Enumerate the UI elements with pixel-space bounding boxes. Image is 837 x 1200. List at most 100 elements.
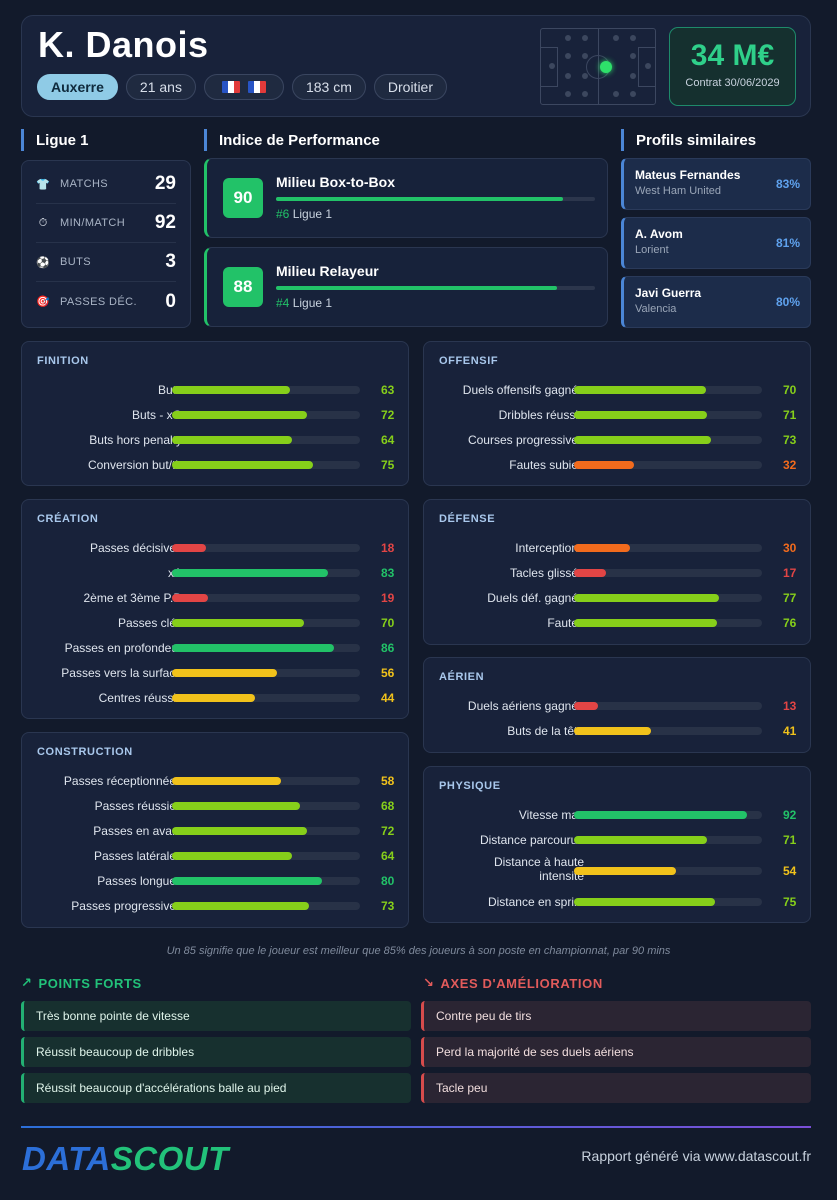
- stat-row: Buts 63: [22, 380, 408, 400]
- club-chip[interactable]: Auxerre: [37, 74, 118, 100]
- stat-label: Buts - xG: [131, 408, 182, 422]
- stat-row: Buts - xG 72: [22, 405, 408, 425]
- stat-value: 92: [783, 808, 797, 822]
- stat-bar: [574, 727, 762, 735]
- player-name: K. Danois: [38, 24, 209, 65]
- stat-label: Buts hors penalty: [89, 433, 182, 447]
- stat-label: Passes vers la surface: [61, 666, 182, 680]
- stat-value: 71: [783, 408, 797, 422]
- stat-value: 64: [381, 433, 395, 447]
- stat-row: Distance à haute intensité 54: [424, 855, 810, 883]
- card-title: OFFENSIF: [439, 355, 499, 367]
- stat-label: Passes progressives: [71, 899, 182, 913]
- stat-label: Distance parcourue: [479, 833, 584, 847]
- stat-bar-fill: [574, 619, 717, 627]
- performance-card[interactable]: 90 Milieu Box-to-Box #6 Ligue 1: [204, 158, 608, 238]
- stat-value: 32: [783, 458, 797, 472]
- stat-label: Tacles glissés: [509, 566, 584, 580]
- stat-bar: [574, 436, 762, 444]
- stat-bar-fill: [574, 836, 708, 844]
- stat-value: 63: [381, 383, 395, 397]
- stat-row: Passes décisives 18: [22, 538, 408, 558]
- stat-label: Dribbles réussis: [498, 408, 584, 422]
- stat-bar: [172, 777, 360, 785]
- stat-bar-fill: [172, 777, 282, 785]
- card-title: AÉRIEN: [439, 671, 485, 683]
- stat-bar: [172, 877, 360, 885]
- stat-bar-fill: [172, 619, 304, 627]
- stat-bar-fill: [172, 827, 308, 835]
- stat-row: Passes réceptionnées 58: [22, 771, 408, 791]
- stat-bar-fill: [172, 694, 255, 702]
- stat-bar: [172, 902, 360, 910]
- stat-bar-fill: [574, 898, 715, 906]
- similar-profile-card[interactable]: Javi Guerra Valencia 80%: [621, 276, 811, 328]
- stat-bar: [172, 827, 360, 835]
- similar-title: Profils similaires: [621, 129, 756, 151]
- stat-bar-fill: [172, 802, 300, 810]
- stat-label: Passes longues: [97, 874, 182, 888]
- similar-profile-card[interactable]: A. Avom Lorient 81%: [621, 217, 811, 269]
- performance-score: 90: [223, 178, 263, 218]
- stat-value: 83: [381, 566, 395, 580]
- finition-card: FINITION Buts 63 Buts - xG 72 Buts hors penal…: [21, 341, 409, 486]
- stat-row: Tacles glissés 17: [424, 563, 810, 583]
- stat-row: 2ème et 3ème P.D 19: [22, 588, 408, 608]
- card-title: CONSTRUCTION: [37, 746, 133, 758]
- stat-bar-fill: [172, 411, 308, 419]
- stat-bar-fill: [172, 569, 329, 577]
- foot-chip: Droitier: [373, 74, 448, 100]
- stat-bar-fill: [574, 727, 652, 735]
- card-title: PHYSIQUE: [439, 780, 501, 792]
- stat-row: Passes latérales 64: [22, 846, 408, 866]
- stat-bar: [172, 436, 360, 444]
- offensif-card: OFFENSIF Duels offensifs gagnés 70 Dribbles…: [423, 341, 811, 486]
- performance-title: Indice de Performance: [204, 129, 380, 151]
- stat-label: Conversion but/tir: [87, 458, 182, 472]
- stat-row: Interceptions 30: [424, 538, 810, 558]
- percentile-note: Un 85 signifie que le joueur est meilleu…: [166, 945, 671, 957]
- stat-bar-fill: [574, 702, 599, 710]
- performance-card[interactable]: 88 Milieu Relayeur #4 Ligue 1: [204, 247, 608, 327]
- performance-rank: #6 Ligue 1: [276, 207, 333, 221]
- stat-value: 77: [783, 591, 797, 605]
- stat-row: Duels déf. gagnés 77: [424, 588, 810, 608]
- stat-bar: [574, 867, 762, 875]
- stat-bar: [574, 898, 762, 906]
- age-chip: 21 ans: [125, 74, 196, 100]
- stat-label: Passes réceptionnées: [63, 774, 182, 788]
- stat-bar: [172, 644, 360, 652]
- pitch-position-map: [540, 28, 656, 105]
- stat-bar-fill: [172, 461, 313, 469]
- similar-profile-card[interactable]: Mateus Fernandes West Ham United 83%: [621, 158, 811, 210]
- france-flag-icon: [221, 81, 240, 93]
- datascout-logo[interactable]: DATASCOUT: [22, 1140, 229, 1177]
- stat-bar: [574, 619, 762, 627]
- stat-bar-fill: [172, 544, 206, 552]
- performance-role: Milieu Relayeur: [276, 263, 379, 279]
- stat-label: Distance en sprint: [487, 895, 584, 909]
- similarity-percent: 83%: [775, 177, 800, 191]
- height-chip: 183 cm: [291, 74, 366, 100]
- stat-bar: [172, 694, 360, 702]
- stat-value: 19: [381, 591, 395, 605]
- stat-value: 58: [381, 774, 395, 788]
- stat-value: 54: [783, 864, 797, 878]
- stat-bar: [172, 594, 360, 602]
- nationality-chip: [203, 74, 284, 100]
- target-icon: 🎯: [36, 296, 50, 308]
- stat-row: Fautes subies 32: [424, 455, 810, 475]
- stat-row: Distance parcourue 71: [424, 830, 810, 850]
- stat-row: Distance en sprint 75: [424, 892, 810, 912]
- player-info-chips: Auxerre 21 ans 183 cm Droitier: [37, 74, 448, 100]
- stat-value: 80: [381, 874, 395, 888]
- stat-value: 76: [783, 616, 797, 630]
- stat-value: 68: [381, 799, 395, 813]
- stat-row: Buts de la tête 41: [424, 721, 810, 741]
- stat-bar: [172, 386, 360, 394]
- stat-value: 73: [381, 899, 395, 913]
- league-title: Ligue 1: [21, 129, 89, 151]
- aerien-card: AÉRIEN Duels aériens gagnés 13 Buts de la t…: [423, 657, 811, 753]
- stat-label: Duels déf. gagnés: [487, 591, 584, 605]
- stat-bar-fill: [172, 852, 293, 860]
